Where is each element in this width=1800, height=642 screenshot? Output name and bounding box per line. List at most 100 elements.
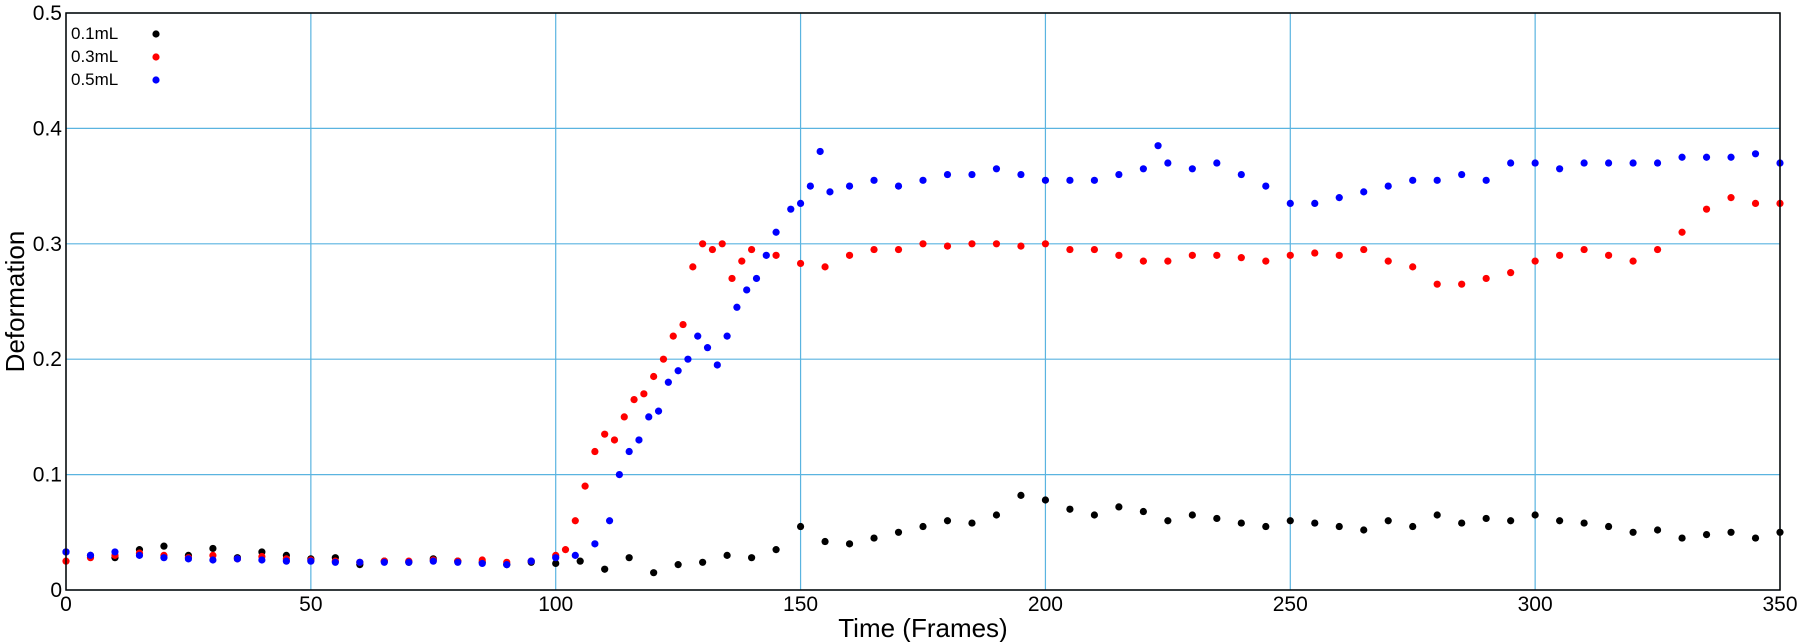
data-point <box>1384 517 1392 525</box>
data-point <box>478 559 486 568</box>
data-point <box>1090 511 1098 519</box>
data-point <box>1311 199 1319 208</box>
legend-marker <box>152 76 160 84</box>
data-point <box>552 554 560 562</box>
data-point <box>1360 245 1368 254</box>
data-point <box>796 522 805 531</box>
data-point <box>772 546 780 554</box>
data-point <box>527 557 535 565</box>
data-point <box>576 557 584 565</box>
data-point <box>1507 159 1515 167</box>
data-point <box>787 205 795 213</box>
data-point <box>943 517 952 525</box>
data-point <box>1678 153 1686 161</box>
data-point <box>591 540 599 548</box>
plot-frame <box>65 12 1781 591</box>
data-point <box>405 558 413 566</box>
data-point <box>552 559 560 568</box>
data-point <box>1066 245 1074 254</box>
data-point <box>640 390 648 398</box>
data-point <box>1213 514 1221 523</box>
data-point <box>1678 534 1686 542</box>
data-point <box>870 245 878 254</box>
data-point <box>1409 263 1417 271</box>
x-tick-label: 250 <box>1273 593 1308 616</box>
data-point <box>992 165 1001 173</box>
data-point <box>674 367 682 375</box>
y-axis-title: Deformation <box>0 231 30 373</box>
data-point <box>650 569 658 577</box>
data-point <box>1384 257 1392 265</box>
data-point <box>1237 170 1245 179</box>
data-point <box>1458 280 1466 288</box>
data-point <box>1482 514 1490 523</box>
data-point <box>1751 150 1760 158</box>
tick-labels: 0 50 100 150 200 250 300 350 0 0.1 0.2 0.3 0.4 0.5 <box>33 2 1798 616</box>
data-point <box>943 170 952 179</box>
data-point <box>845 251 854 259</box>
data-point <box>233 555 241 563</box>
data-point <box>664 378 672 386</box>
data-point <box>1531 159 1539 167</box>
data-point <box>86 551 95 559</box>
legend-label: 0.3mL <box>71 47 118 66</box>
data-point <box>1188 251 1196 259</box>
data-point <box>772 251 780 259</box>
data-point <box>796 259 805 268</box>
data-point <box>503 561 511 569</box>
data-point <box>752 274 761 283</box>
data-point <box>796 199 805 208</box>
data-point <box>1213 251 1221 259</box>
data-point <box>1384 182 1392 190</box>
data-point <box>209 556 217 564</box>
data-point <box>772 228 780 236</box>
data-point <box>209 544 217 553</box>
data-point <box>1678 228 1686 236</box>
data-point <box>992 240 1001 248</box>
data-point <box>1458 170 1466 179</box>
data-point <box>1653 526 1662 534</box>
data-point <box>1311 519 1319 527</box>
data-point <box>1139 257 1147 265</box>
data-point <box>718 240 726 248</box>
data-point <box>723 551 731 559</box>
y-tick-label: 0.5 <box>33 2 62 25</box>
data-point <box>703 344 712 352</box>
grid <box>65 12 1781 591</box>
data-point <box>694 332 702 340</box>
data-point <box>821 537 829 546</box>
data-point <box>1335 194 1343 202</box>
data-point <box>615 471 623 479</box>
data-point <box>650 372 658 381</box>
data-point <box>684 355 692 363</box>
data-point <box>1311 249 1319 257</box>
data-point <box>919 522 927 531</box>
legend-label: 0.5mL <box>71 70 118 89</box>
x-tick-label: 350 <box>1762 593 1797 616</box>
data-point <box>601 430 609 438</box>
y-tick-label: 0.3 <box>33 233 62 256</box>
data-point <box>331 558 339 566</box>
data-point <box>111 548 119 556</box>
data-point <box>1702 205 1711 213</box>
data-point <box>1286 517 1294 525</box>
data-point <box>1164 257 1172 265</box>
data-point <box>635 436 643 444</box>
data-point <box>845 540 854 548</box>
legend-marker <box>152 53 160 61</box>
data-point <box>625 554 633 562</box>
data-point <box>1727 194 1735 202</box>
data-point <box>1139 165 1147 173</box>
data-point <box>992 511 1001 519</box>
series-0.3mL <box>62 194 1784 566</box>
data-point <box>581 482 589 490</box>
x-tick-label: 300 <box>1518 593 1553 616</box>
data-point <box>679 320 687 329</box>
data-point <box>1090 245 1098 254</box>
data-point <box>601 565 609 573</box>
data-point <box>943 242 952 250</box>
data-point <box>1017 491 1025 499</box>
data-point <box>1605 522 1613 531</box>
data-point <box>689 263 697 271</box>
